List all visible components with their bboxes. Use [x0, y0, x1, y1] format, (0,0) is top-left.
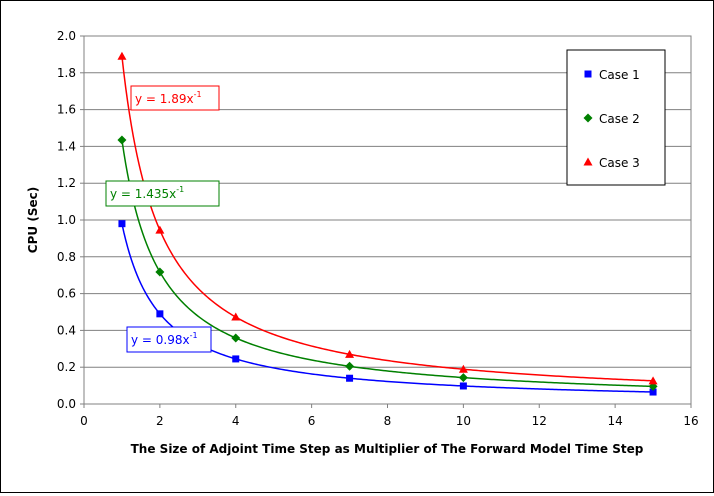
legend-marker [583, 113, 593, 123]
equation-text: y = 0.98x-1 [131, 331, 198, 347]
x-tick-label: 0 [80, 414, 88, 428]
trendline-equations: y = 0.98x-1y = 1.435x-1y = 1.89x-1 [105, 85, 220, 353]
legend: Case 1 Case 2 Case 3 [566, 49, 666, 186]
data-point-case-3 [648, 376, 658, 385]
y-tick-label: 0.4 [57, 323, 76, 337]
data-point-case-3 [231, 312, 241, 321]
y-tick-label: 2.0 [57, 29, 76, 43]
x-tick-label: 12 [532, 414, 547, 428]
legend-label: Case 3 [599, 156, 640, 170]
equation-exponent: -1 [194, 90, 202, 99]
x-tick-label: 2 [156, 414, 164, 428]
data-point-case-2 [155, 267, 165, 277]
data-point-case-3 [117, 51, 127, 60]
y-axis-title: CPU (Sec) [26, 187, 40, 253]
y-tick-labels: 0.0 0.2 0.4 0.6 0.8 1.0 1.2 1.4 1.6 1.8 2.0 [57, 29, 84, 411]
equation-text: y = 1.435x-1 [110, 185, 184, 201]
equation-main: y = 1.435x [110, 187, 176, 201]
equation-box [130, 85, 220, 111]
data-point-case-2 [458, 373, 468, 383]
equation-box [126, 326, 212, 353]
y-tick-label: 0.6 [57, 287, 76, 301]
y-tick-label: 1.2 [57, 176, 76, 190]
equation-box [105, 180, 220, 207]
data-point-case-3 [345, 349, 355, 358]
data-markers [117, 51, 658, 396]
equation-exponent: -1 [190, 331, 198, 340]
x-tick-label: 16 [683, 414, 698, 428]
trendline-3 [121, 56, 654, 382]
data-point-case-2 [231, 333, 241, 343]
y-tick-label: 1.0 [57, 213, 76, 227]
x-tick-label: 8 [384, 414, 392, 428]
equation-exponent: -1 [176, 185, 184, 194]
data-point-case-3 [155, 225, 165, 234]
trendline-equation-case-1: y = 0.98x-1 [126, 326, 212, 353]
x-axis-title: The Size of Adjoint Time Step as Multipl… [131, 442, 644, 456]
data-point-case-1 [459, 382, 467, 390]
data-point-case-1 [156, 310, 164, 318]
legend-marker [584, 70, 592, 78]
legend-entry-case-1: Case 1 [584, 68, 640, 82]
equation-main: y = 1.89x [135, 92, 194, 106]
data-point-case-1 [118, 220, 126, 228]
data-point-case-3 [458, 364, 468, 373]
trendline-equation-case-2: y = 1.435x-1 [105, 180, 220, 207]
x-tick-label: 10 [456, 414, 471, 428]
legend-box [566, 49, 666, 186]
legend-marker [583, 157, 593, 166]
x-tick-label: 6 [308, 414, 316, 428]
y-tick-label: 0.2 [57, 360, 76, 374]
legend-entry-case-3: Case 3 [583, 156, 640, 170]
x-tick-label: 14 [607, 414, 622, 428]
trendline-2 [121, 139, 654, 388]
equation-text: y = 1.89x-1 [135, 90, 202, 106]
trendline-equation-case-3: y = 1.89x-1 [130, 85, 220, 111]
x-tick-labels: 0 2 4 6 8 10 12 14 16 [80, 404, 699, 428]
y-tick-label: 1.4 [57, 139, 76, 153]
data-point-case-2 [345, 361, 355, 371]
y-tick-label: 0.0 [57, 397, 76, 411]
y-tick-label: 1.8 [57, 66, 76, 80]
y-tick-label: 1.6 [57, 103, 76, 117]
data-point-case-2 [117, 135, 127, 145]
legend-entry-case-2: Case 2 [583, 112, 640, 126]
legend-label: Case 2 [599, 112, 640, 126]
data-point-case-1 [649, 388, 657, 396]
y-tick-label: 0.8 [57, 250, 76, 264]
data-point-case-1 [232, 355, 240, 363]
data-point-case-1 [346, 374, 354, 382]
equation-main: y = 0.98x [131, 333, 190, 347]
x-tick-label: 4 [232, 414, 240, 428]
legend-label: Case 1 [599, 68, 640, 82]
